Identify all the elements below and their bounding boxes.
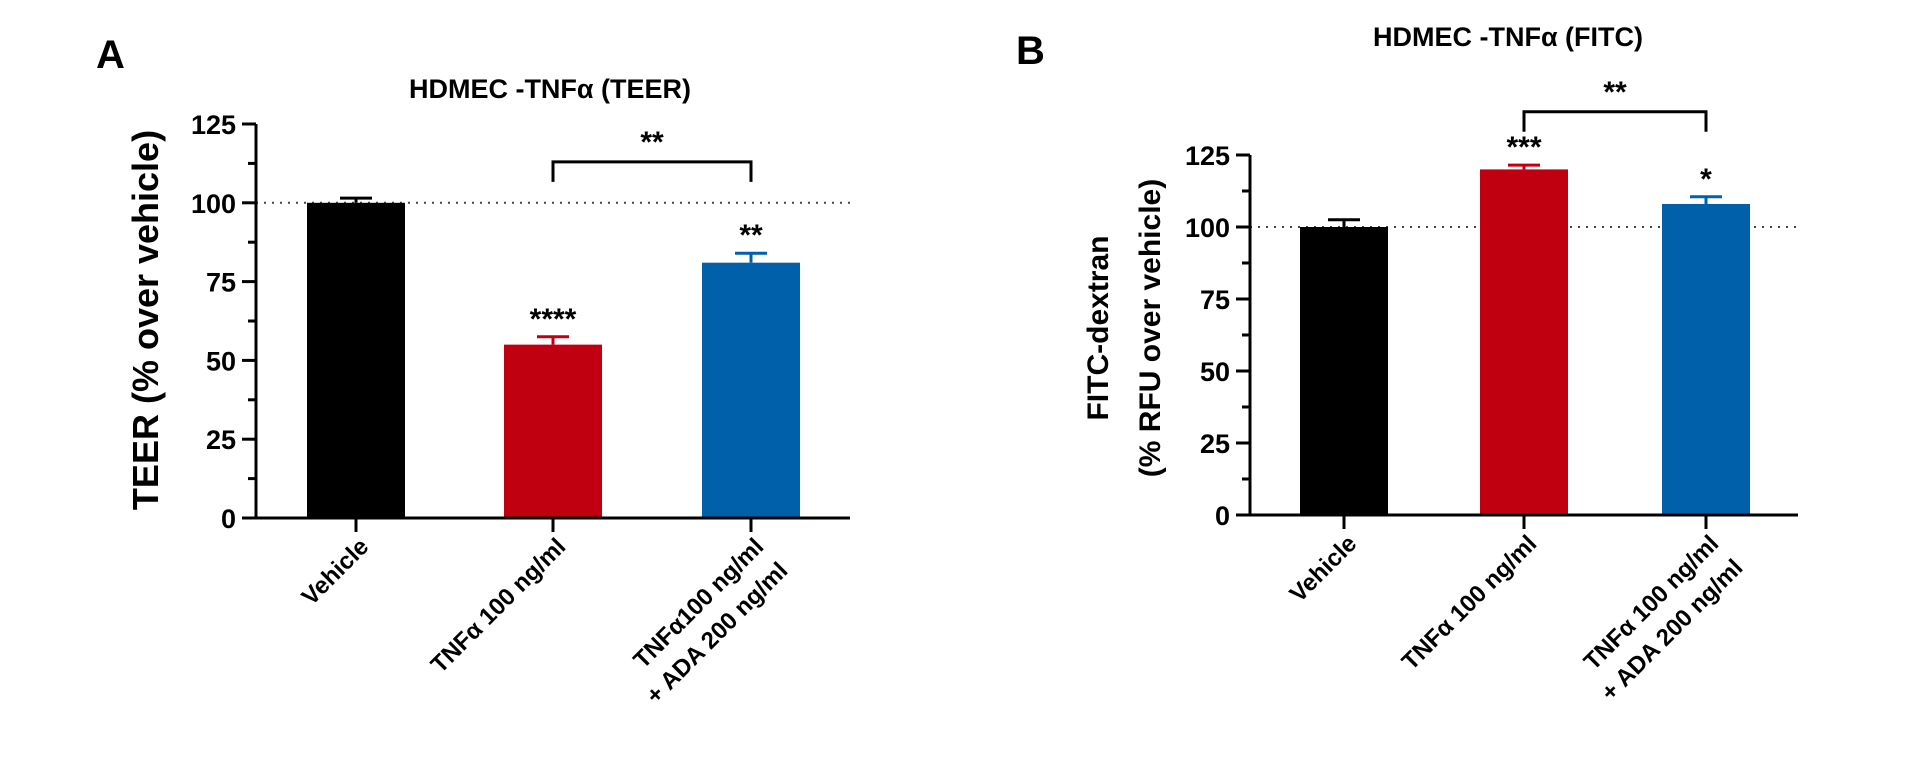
x-tick-label-line: TNFα 100 ng/ml bbox=[426, 533, 572, 679]
y-tick-label: 50 bbox=[206, 346, 236, 376]
y-tick-label: 100 bbox=[191, 189, 236, 219]
x-tick-label: Vehicle bbox=[1285, 530, 1363, 608]
x-tick-label: TNFα 100 ng/ml+ ADA 200 ng/ml bbox=[1572, 530, 1748, 706]
y-tick-label: 75 bbox=[1200, 285, 1230, 315]
significance-label: ** bbox=[739, 219, 763, 252]
bar bbox=[504, 344, 602, 518]
bar bbox=[307, 202, 405, 519]
panel-letter: B bbox=[1016, 29, 1045, 73]
chart-panel-b: B HDMEC -TNFα (FITC) FITC-dextran (% RFU ov… bbox=[1016, 22, 1798, 706]
y-tick-label: 100 bbox=[1185, 213, 1230, 243]
x-tick-label: TNFα 100 ng/ml bbox=[1397, 530, 1543, 676]
x-tick-label: TNFα100 ng/ml+ ADA 200 ng/ml bbox=[617, 533, 793, 709]
bar bbox=[1662, 203, 1750, 515]
bar bbox=[702, 262, 800, 518]
x-tick-label-line: TNFα 100 ng/ml bbox=[1397, 530, 1543, 676]
significance-label: **** bbox=[530, 303, 577, 336]
y-tick-label: 25 bbox=[1200, 429, 1230, 459]
y-axis-label: TEER (% over vehicle) bbox=[125, 130, 166, 510]
y-tick-label: 125 bbox=[191, 110, 236, 140]
x-tick-label-line: Vehicle bbox=[1285, 530, 1363, 608]
y-tick-label: 50 bbox=[1200, 357, 1230, 387]
comparison-label: ** bbox=[1603, 76, 1627, 109]
comparison-bracket bbox=[551, 160, 753, 182]
y-axis-label: (% RFU over vehicle) bbox=[1134, 179, 1167, 477]
bar bbox=[1480, 169, 1568, 515]
chart-title: HDMEC -TNFα (FITC) bbox=[1373, 22, 1643, 52]
significance-label: * bbox=[1700, 163, 1712, 196]
bar bbox=[1300, 227, 1388, 515]
chart-title: HDMEC -TNFα (TEER) bbox=[409, 74, 691, 104]
y-axis-label: FITC-dextran bbox=[1082, 235, 1115, 420]
x-tick-label-line: Vehicle bbox=[297, 533, 375, 611]
chart-panel-a: A HDMEC -TNFα (TEER) TEER (% over vehicle)… bbox=[96, 33, 850, 709]
y-tick-label: 125 bbox=[1185, 141, 1230, 171]
significance-label: *** bbox=[1506, 131, 1541, 164]
comparison-label: ** bbox=[640, 126, 664, 159]
y-tick-label: 0 bbox=[221, 504, 236, 534]
x-tick-label: Vehicle bbox=[297, 533, 375, 611]
y-tick-label: 0 bbox=[1215, 501, 1230, 531]
y-tick-label: 25 bbox=[206, 425, 236, 455]
x-tick-label: TNFα 100 ng/ml bbox=[426, 533, 572, 679]
comparison-bracket bbox=[1522, 110, 1708, 132]
panel-letter: A bbox=[96, 33, 125, 77]
y-tick-label: 75 bbox=[206, 268, 236, 298]
